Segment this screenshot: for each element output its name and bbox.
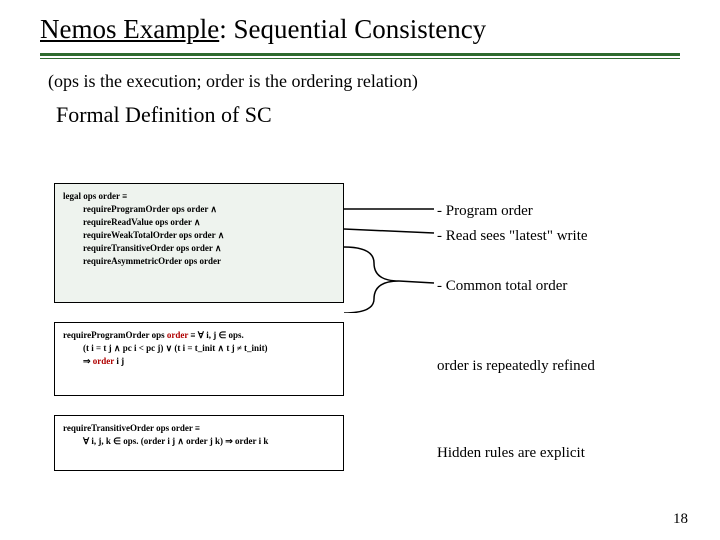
subtitle-formal: Formal Definition of SC: [0, 102, 720, 138]
definition-box-transitive: requireTransitiveOrder ops order ≡ ∀ i, …: [54, 415, 344, 471]
box2-line1: (t i = t j ∧ pc i < pc j) ∨ (t i = t_ini…: [63, 342, 335, 355]
title-underlined: Nemos Example: [40, 14, 219, 44]
title-rest: : Sequential Consistency: [219, 14, 486, 44]
box1-line1: requireProgramOrder ops order ∧: [63, 203, 335, 216]
box3-line0: requireTransitiveOrder ops order ≡: [63, 422, 335, 435]
bracket-connectors: [344, 183, 439, 313]
definition-box-program-order: requireProgramOrder ops order ≡ ∀ i, j ∈…: [54, 322, 344, 396]
box2-line2: ⇒ order i j: [63, 355, 335, 368]
title-rule-thin: [40, 58, 680, 59]
slide-title: Nemos Example: Sequential Consistency: [0, 0, 720, 49]
definition-box-legal: legal ops order ≡ requireProgramOrder op…: [54, 183, 344, 303]
annotation-read-latest: - Read sees "latest" write: [437, 228, 588, 245]
box1-line0: legal ops order ≡: [63, 190, 335, 203]
annotation-total-order: - Common total order: [437, 278, 567, 295]
box2-line0: requireProgramOrder ops order ≡ ∀ i, j ∈…: [63, 329, 335, 342]
box1-line2: requireReadValue ops order ∧: [63, 216, 335, 229]
annotation-hidden-rules: Hidden rules are explicit: [437, 445, 585, 462]
title-rule-thick: [40, 53, 680, 56]
box1-line3: requireWeakTotalOrder ops order ∧: [63, 229, 335, 242]
box3-line1: ∀ i, j, k ∈ ops. (order i j ∧ order j k)…: [63, 435, 335, 448]
box1-line5: requireAsymmetricOrder ops order: [63, 255, 335, 268]
annotation-program-order: - Program order: [437, 203, 533, 220]
page-number: 18: [673, 511, 688, 528]
subtitle-execution: (ops is the execution; order is the orde…: [0, 71, 720, 102]
box1-line4: requireTransitiveOrder ops order ∧: [63, 242, 335, 255]
annotation-order-refined: order is repeatedly refined: [437, 358, 595, 375]
